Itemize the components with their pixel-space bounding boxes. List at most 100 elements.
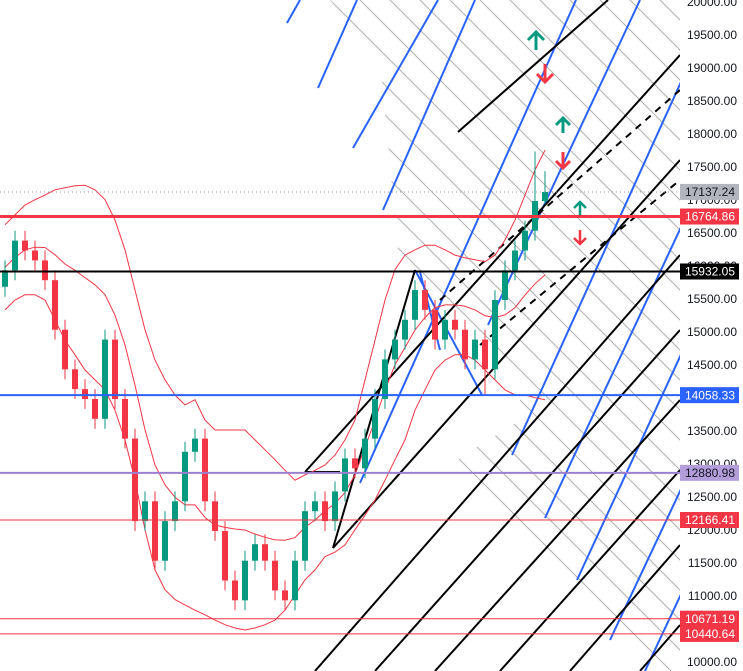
fan-line xyxy=(449,0,680,671)
candle-body xyxy=(392,339,398,360)
candle-body xyxy=(192,438,198,452)
candle-body xyxy=(152,501,158,561)
candle-body xyxy=(482,339,488,370)
candle-body xyxy=(252,544,258,561)
candle-body xyxy=(322,501,328,522)
candle-body xyxy=(32,250,38,261)
fan-line xyxy=(419,0,680,671)
candle-body xyxy=(442,319,448,340)
candle-body xyxy=(272,560,278,591)
price-label: 17137.24 xyxy=(685,185,735,199)
price-label-box xyxy=(680,610,739,627)
price-axis: 10000.0010500.0011000.0011500.0012000.00… xyxy=(680,0,743,671)
y-tick-label: 12500.00 xyxy=(687,490,737,504)
price-label: 14058.33 xyxy=(685,388,735,402)
candle-body xyxy=(422,290,428,310)
price-label: 10440.64 xyxy=(685,627,735,641)
candle-body xyxy=(142,501,148,522)
price-label: 12166.41 xyxy=(685,513,735,527)
candle-body xyxy=(12,240,18,271)
y-tick-label: 18500.00 xyxy=(687,94,737,108)
candle-body xyxy=(92,399,98,419)
candle-body xyxy=(452,319,458,330)
y-tick-label: 19000.00 xyxy=(687,61,737,75)
price-label-box xyxy=(680,512,739,529)
y-tick-label: 19500.00 xyxy=(687,28,737,42)
candle-body xyxy=(172,501,178,522)
candle-body xyxy=(222,531,228,581)
price-label-box xyxy=(680,387,739,404)
candle-body xyxy=(302,511,308,561)
candle-body xyxy=(512,250,518,271)
price-label: 12880.98 xyxy=(685,466,735,480)
candle-body xyxy=(362,438,368,469)
fan-line xyxy=(539,0,680,671)
candle-body xyxy=(382,359,388,399)
candle-body xyxy=(102,339,108,419)
candle-body xyxy=(212,501,218,531)
fan-line xyxy=(509,0,680,671)
candle-body xyxy=(472,339,478,360)
candle-body xyxy=(82,389,88,399)
candle-body xyxy=(112,339,118,399)
candle-body xyxy=(72,369,78,390)
fan-line xyxy=(330,0,680,671)
y-tick-label: 18000.00 xyxy=(687,127,737,141)
band-upper xyxy=(4,149,546,481)
candle-body xyxy=(402,319,408,340)
candle-body xyxy=(242,560,248,601)
y-tick-label: 17500.00 xyxy=(687,160,737,174)
candle-body xyxy=(62,329,68,370)
candle-body xyxy=(262,544,268,561)
candle-body xyxy=(162,521,168,561)
candle-body xyxy=(502,270,508,300)
candle-body xyxy=(542,191,548,201)
candle-body xyxy=(342,458,348,492)
candle-body xyxy=(292,560,298,601)
price-label: 16764.86 xyxy=(685,210,735,224)
candle-body xyxy=(42,260,48,281)
y-tick-label: 11500.00 xyxy=(688,556,737,570)
fan-line xyxy=(389,0,680,671)
y-tick-label: 15000.00 xyxy=(687,325,737,339)
candle-body xyxy=(282,590,288,601)
candle-body xyxy=(132,438,138,522)
y-tick-label: 15500.00 xyxy=(687,292,737,306)
candle-body xyxy=(182,451,188,502)
candle-body xyxy=(492,300,498,370)
candle-body xyxy=(2,270,8,287)
candle-body xyxy=(22,240,28,251)
y-tick-label: 14500.00 xyxy=(687,358,737,372)
candle-body xyxy=(332,491,338,522)
candle-body xyxy=(122,399,128,439)
price-label-box xyxy=(680,625,739,642)
y-tick-label: 20000.00 xyxy=(687,0,737,9)
y-tick-label: 13500.00 xyxy=(687,424,737,438)
candle-body xyxy=(412,290,418,320)
price-label-box xyxy=(680,464,739,481)
fan-line xyxy=(479,0,680,671)
price-label: 10671.19 xyxy=(685,612,735,626)
candle-body xyxy=(352,458,358,469)
candle-body xyxy=(232,580,238,601)
fan-line xyxy=(330,0,680,671)
price-label-box xyxy=(680,208,739,225)
fan-line xyxy=(330,0,680,671)
signal-arrows xyxy=(526,29,587,246)
axis-background xyxy=(680,0,743,671)
candle-body xyxy=(202,438,208,502)
price-lines: 17137.24 16764.86 15932.05 14058.33 12880.98… xyxy=(0,183,739,642)
fan-line xyxy=(330,0,680,671)
candle-body xyxy=(312,501,318,512)
candle-body xyxy=(522,230,528,251)
band-middle xyxy=(4,246,546,541)
band-lower xyxy=(4,294,546,631)
fan-line xyxy=(330,0,680,671)
y-tick-label: 16500.00 xyxy=(687,226,737,240)
candles xyxy=(2,151,548,611)
price-label-box xyxy=(680,263,739,280)
candle-body xyxy=(432,309,438,340)
candle-body xyxy=(52,280,58,330)
